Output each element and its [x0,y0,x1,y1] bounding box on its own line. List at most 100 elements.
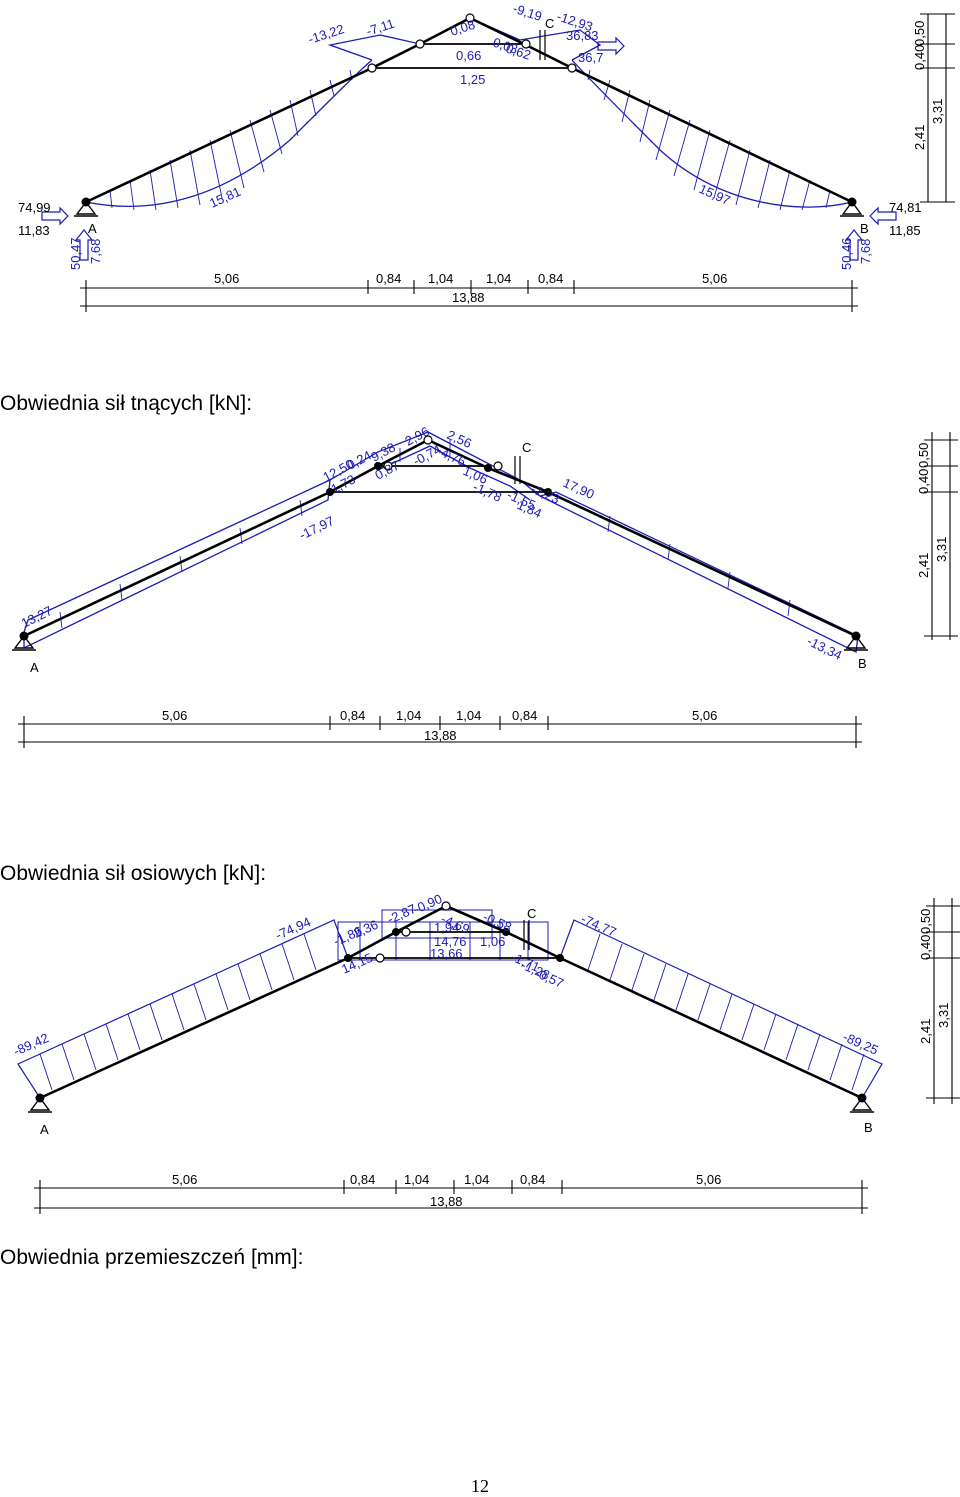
dimension-label: 0,50 [918,909,933,934]
moment-label: 1,25 [460,72,485,87]
reaction-arrow-right-h [869,206,897,226]
dimension-label: 1,04 [486,271,511,286]
support-a-1 [73,196,99,217]
dimension-label: 0,40 [916,469,931,494]
vertical-dimension-3 [926,898,960,1104]
reaction-label: 50,47 [68,237,83,270]
axial-label: -0,57 [533,965,566,991]
dimension-label: 1,04 [404,1172,429,1187]
reaction-label: 11,83 [18,223,50,238]
moment-label: 36,7 [578,50,603,65]
moment-label: 15,97 [697,181,733,208]
shear-envelope [23,431,859,653]
node-label-a: A [88,221,97,236]
hinge-c-marker-1 [539,30,546,60]
shear-label: 1,84 [515,497,544,521]
moment-label: 15,81 [207,184,243,211]
dimension-label: 5,06 [696,1172,721,1187]
moment-envelope-left [85,59,373,207]
dimension-label: 3,31 [934,537,949,562]
reaction-arrow-right-v [844,229,864,261]
moment-label: 0,08 [448,17,477,39]
moment-label: 0,66 [456,48,481,63]
shear-label: -13,34 [805,633,845,663]
axial-label: 1,94 [434,920,459,935]
node-label-b: B [860,221,869,236]
moment-label: 36,83 [566,28,599,43]
frame-structure-2 [23,438,857,638]
shear-caption: Obwiednia sił tnących [kN]: [0,392,253,415]
axial-diagram: A B C -74,94 -1,86 2,36 -2,87 -0,90 -4,6… [11,891,960,1214]
dimension-label: 0,84 [340,708,365,723]
dimension-label: 0,84 [512,708,537,723]
dimension-label: 5,06 [162,708,187,723]
dimension-label: 1,04 [456,708,481,723]
frame-structure-3 [39,904,863,1100]
axial-label: 13,66 [430,946,463,961]
reaction-label: 74,99 [18,200,51,215]
reaction-label: 7,68 [88,239,103,264]
dimension-label: 5,06 [702,271,727,286]
vertical-dimension-2 [924,432,958,640]
dimension-label: 2,41 [912,125,927,150]
node-label-b: B [864,1120,873,1135]
node-label-a: A [30,660,39,675]
moment-hatch-right [587,69,831,211]
axial-label: -0,90 [411,891,444,917]
dimension-label: 3,31 [936,1003,951,1028]
axial-label: -89,42 [11,1030,51,1059]
hinge-label-c: C [522,440,531,455]
hinge-circles-1 [367,13,577,73]
support-b-1 [839,196,865,217]
hinge-label-c: C [527,906,536,921]
dimension-label: 5,06 [172,1172,197,1187]
moment-label: 0,62 [504,41,533,63]
reaction-label: 11,85 [889,223,921,238]
shear-label: -1,78 [471,479,504,505]
joint-dots-2 [326,462,552,496]
frame-structure-1 [85,16,853,204]
axial-label: 14,76 [434,934,467,949]
node-label-b: B [858,656,867,671]
axial-caption: Obwiednia sił osiowych [kN]: [0,862,267,885]
dimension-label: 0,40 [912,45,927,70]
moment-label: -9,19 [511,1,544,24]
horizontal-dimension-1 [80,280,858,312]
hinge-label-c: C [545,16,554,31]
joint-dots-3 [344,928,564,962]
shear-label: 17,90 [561,475,597,502]
moment-label: 0,03 [491,35,520,57]
vertical-dimension-1 [920,13,955,203]
dimension-label: 0,84 [520,1172,545,1187]
axial-hatch-left [39,933,317,1091]
shear-diagram: A B C 12,50 0,24 9,38 2,96 2,56 0,87 -0,… [11,424,958,748]
dimension-label: 0,40 [918,935,933,960]
hinge-c-marker-3 [523,920,530,950]
reaction-arrow-left-h [41,206,69,226]
support-b-3 [849,1092,875,1113]
reaction-arrow-left-v [74,229,94,261]
horizontal-dimension-3 [34,1180,868,1214]
dimension-label: 1,04 [396,708,421,723]
axial-label: 1,06 [480,934,505,949]
reaction-arrows [41,36,897,261]
page-number: 12 [471,1476,489,1496]
axial-label: -0,58 [481,909,514,935]
dimension-label: 13,88 [430,1194,463,1209]
dimension-label: 2,41 [916,553,931,578]
axial-hatch-right [587,933,865,1091]
hinge-circles-3 [375,901,451,963]
axial-band-right [559,919,883,1099]
axial-label: -74,77 [579,911,619,940]
axial-label: 2,36 [351,917,380,941]
dimension-label: 2,41 [918,1019,933,1044]
dimension-label: 1,04 [464,1172,489,1187]
reaction-label: 50,46 [839,237,854,270]
shear-label: 13,27 [19,603,55,631]
collar-ties-2 [330,465,548,493]
hinge-c-marker-2 [514,456,521,484]
hinge-circles-2 [383,435,503,471]
dimension-label: 0,84 [538,271,563,286]
force-arrow-top [597,36,625,56]
